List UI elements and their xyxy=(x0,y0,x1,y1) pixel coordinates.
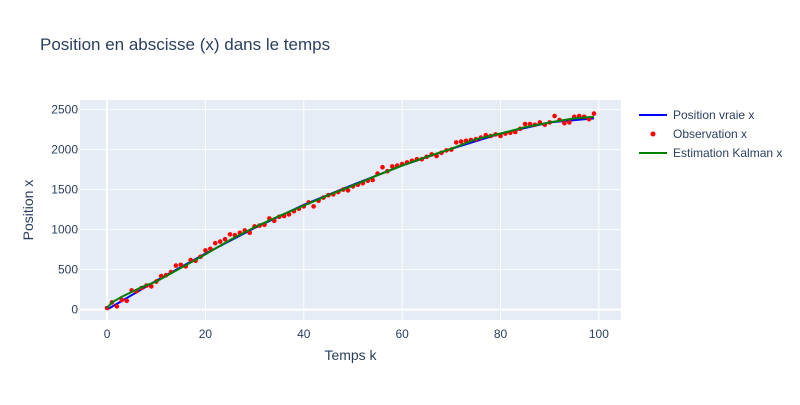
y-tick-label: 500 xyxy=(58,263,78,277)
legend-item-2[interactable]: Observation x xyxy=(650,127,748,141)
observation-point xyxy=(380,164,385,170)
observation-point xyxy=(567,120,572,125)
observation-point xyxy=(149,284,154,289)
observation-point xyxy=(119,297,125,303)
y-tick-label: 2000 xyxy=(51,143,78,157)
y-tick-label: 0 xyxy=(71,303,78,317)
legend-item-1[interactable]: Position vraie x xyxy=(639,108,754,122)
observation-point xyxy=(217,239,223,244)
legend-label: Estimation Kalman x xyxy=(673,146,782,160)
legend[interactable]: Position vraie x Observation x Estimation … xyxy=(639,108,782,160)
grid xyxy=(80,100,621,320)
observation-point xyxy=(591,111,597,116)
legend-label: Position vraie x xyxy=(673,108,754,122)
series-line-3 xyxy=(106,115,594,309)
observation-point xyxy=(552,113,557,119)
observation-point xyxy=(114,304,120,309)
series-layer xyxy=(104,111,597,311)
observation-point xyxy=(562,120,567,126)
legend-label: Observation x xyxy=(673,127,747,141)
observation-point xyxy=(124,298,130,304)
y-axis-title: Position x xyxy=(20,180,36,241)
x-tick-label: 100 xyxy=(589,327,609,341)
y-tick-label: 2500 xyxy=(51,103,78,117)
y-axis-ticks: 0 500 1000 1500 2000 2500 xyxy=(51,103,78,317)
observation-point xyxy=(227,232,233,237)
observation-point xyxy=(222,236,228,242)
observation-point xyxy=(178,262,184,268)
legend-item-3[interactable]: Estimation Kalman x xyxy=(639,146,782,160)
x-tick-label: 20 xyxy=(199,327,213,341)
x-tick-label: 80 xyxy=(494,327,508,341)
observation-point xyxy=(458,139,464,144)
observation-point xyxy=(390,164,395,169)
x-axis-ticks: 0 20 40 60 80 100 xyxy=(104,327,609,341)
observation-point xyxy=(311,204,316,209)
x-tick-label: 60 xyxy=(395,327,409,341)
observation-point xyxy=(522,121,528,127)
legend-marker-swatch xyxy=(650,131,656,137)
observation-point xyxy=(345,188,351,193)
chart-title: Position en abscisse (x) dans le temps xyxy=(40,35,330,54)
y-tick-label: 1500 xyxy=(51,183,78,197)
x-axis-title: Temps k xyxy=(324,347,377,363)
x-tick-label: 40 xyxy=(297,327,311,341)
observation-point xyxy=(212,240,218,246)
observation-point xyxy=(247,230,252,236)
observation-point xyxy=(203,248,208,253)
plot-background xyxy=(80,100,621,320)
observation-point xyxy=(453,140,459,145)
x-tick-label: 0 xyxy=(104,327,111,341)
observation-point xyxy=(173,263,179,268)
y-tick-label: 1000 xyxy=(51,223,78,237)
